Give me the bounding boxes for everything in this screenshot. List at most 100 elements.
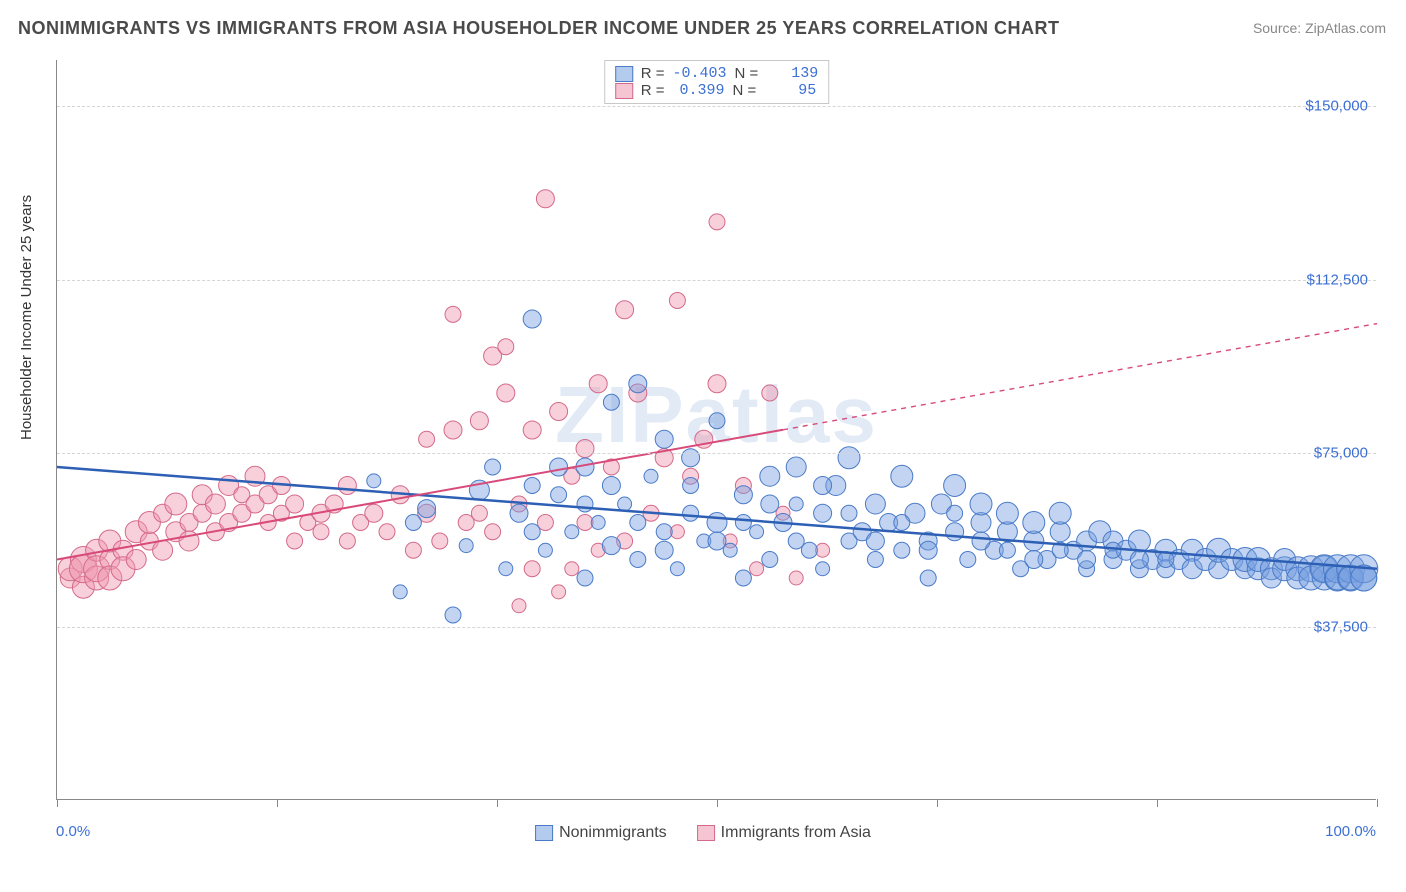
data-point [709,413,725,429]
data-point [644,469,658,483]
data-point [1023,512,1045,534]
data-point [577,496,593,512]
data-point [551,487,567,503]
data-point [445,607,461,623]
data-point [589,375,607,393]
data-point [630,515,646,531]
data-point [538,543,552,557]
data-point [618,497,632,511]
data-point [655,430,673,448]
data-point [814,477,832,495]
data-point [339,533,355,549]
data-point [591,516,605,530]
data-point [735,515,751,531]
data-point [565,562,579,576]
y-tick-label: $37,500 [1314,618,1368,635]
grid-line [57,627,1376,628]
data-point [709,214,725,230]
scatter-plot [57,60,1376,799]
data-point [1130,551,1148,569]
data-point [970,493,992,515]
data-point [683,478,699,494]
data-point [629,375,647,393]
legend-swatch-0 [535,825,553,841]
data-point [497,384,515,402]
chart-area: ZIPatlas R = -0.403 N = 139 R = 0.399 N … [56,60,1376,800]
data-point [616,301,634,319]
source-label: Source: ZipAtlas.com [1253,20,1386,36]
data-point [313,524,329,540]
trend-line-dashed [783,324,1377,430]
chart-title: NONIMMIGRANTS VS IMMIGRANTS FROM ASIA HO… [18,18,1060,39]
data-point [205,494,225,514]
x-axis-min-label: 0.0% [56,823,90,840]
data-point [814,504,832,522]
data-point [920,570,936,586]
data-point [669,293,685,309]
data-point [708,532,726,550]
data-point [841,505,857,521]
data-point [499,562,513,576]
data-point [1078,551,1096,569]
data-point [523,310,541,328]
x-tick [1157,799,1158,807]
data-point [1025,551,1043,569]
data-point [762,552,778,568]
data-point [510,504,528,522]
data-point [393,585,407,599]
data-point [786,457,806,477]
legend-item-immigrants: Immigrants from Asia [697,824,871,842]
data-point [524,524,540,540]
data-point [565,525,579,539]
data-point [576,440,594,458]
data-point [655,541,673,559]
data-point [471,505,487,521]
data-point [1049,502,1071,524]
data-point [126,550,146,570]
data-point [524,561,540,577]
data-point [445,306,461,322]
legend-label-1: Immigrants from Asia [721,824,871,842]
y-tick-label: $75,000 [1314,445,1368,462]
data-point [367,474,381,488]
data-point [405,542,421,558]
data-point [286,495,304,513]
data-point [485,524,501,540]
data-point [683,505,699,521]
data-point [960,552,976,568]
y-tick-label: $112,500 [1307,271,1368,288]
data-point [444,421,462,439]
data-point [761,495,779,513]
data-point [865,494,885,514]
data-point [866,532,884,550]
trend-line [57,430,783,560]
data-point [789,571,803,585]
legend: Nonimmigrants Immigrants from Asia [535,824,871,842]
legend-swatch-1 [697,825,715,841]
data-point [524,478,540,494]
data-point [287,533,303,549]
data-point [153,540,173,560]
x-axis-max-label: 100.0% [1325,823,1376,840]
data-point [470,412,488,430]
data-point [946,523,964,541]
data-point [523,421,541,439]
data-point [894,542,910,558]
data-point [1105,542,1121,558]
grid-line [57,106,1376,107]
data-point [762,385,778,401]
data-point [552,585,566,599]
data-point [996,502,1018,524]
x-tick [937,799,938,807]
data-point [999,542,1015,558]
data-point [656,524,672,540]
data-point [550,403,568,421]
data-point [947,505,963,521]
data-point [944,475,966,497]
legend-label-0: Nonimmigrants [559,824,667,842]
data-point [577,515,593,531]
data-point [735,570,751,586]
data-point [577,570,593,586]
data-point [816,562,830,576]
x-tick [717,799,718,807]
